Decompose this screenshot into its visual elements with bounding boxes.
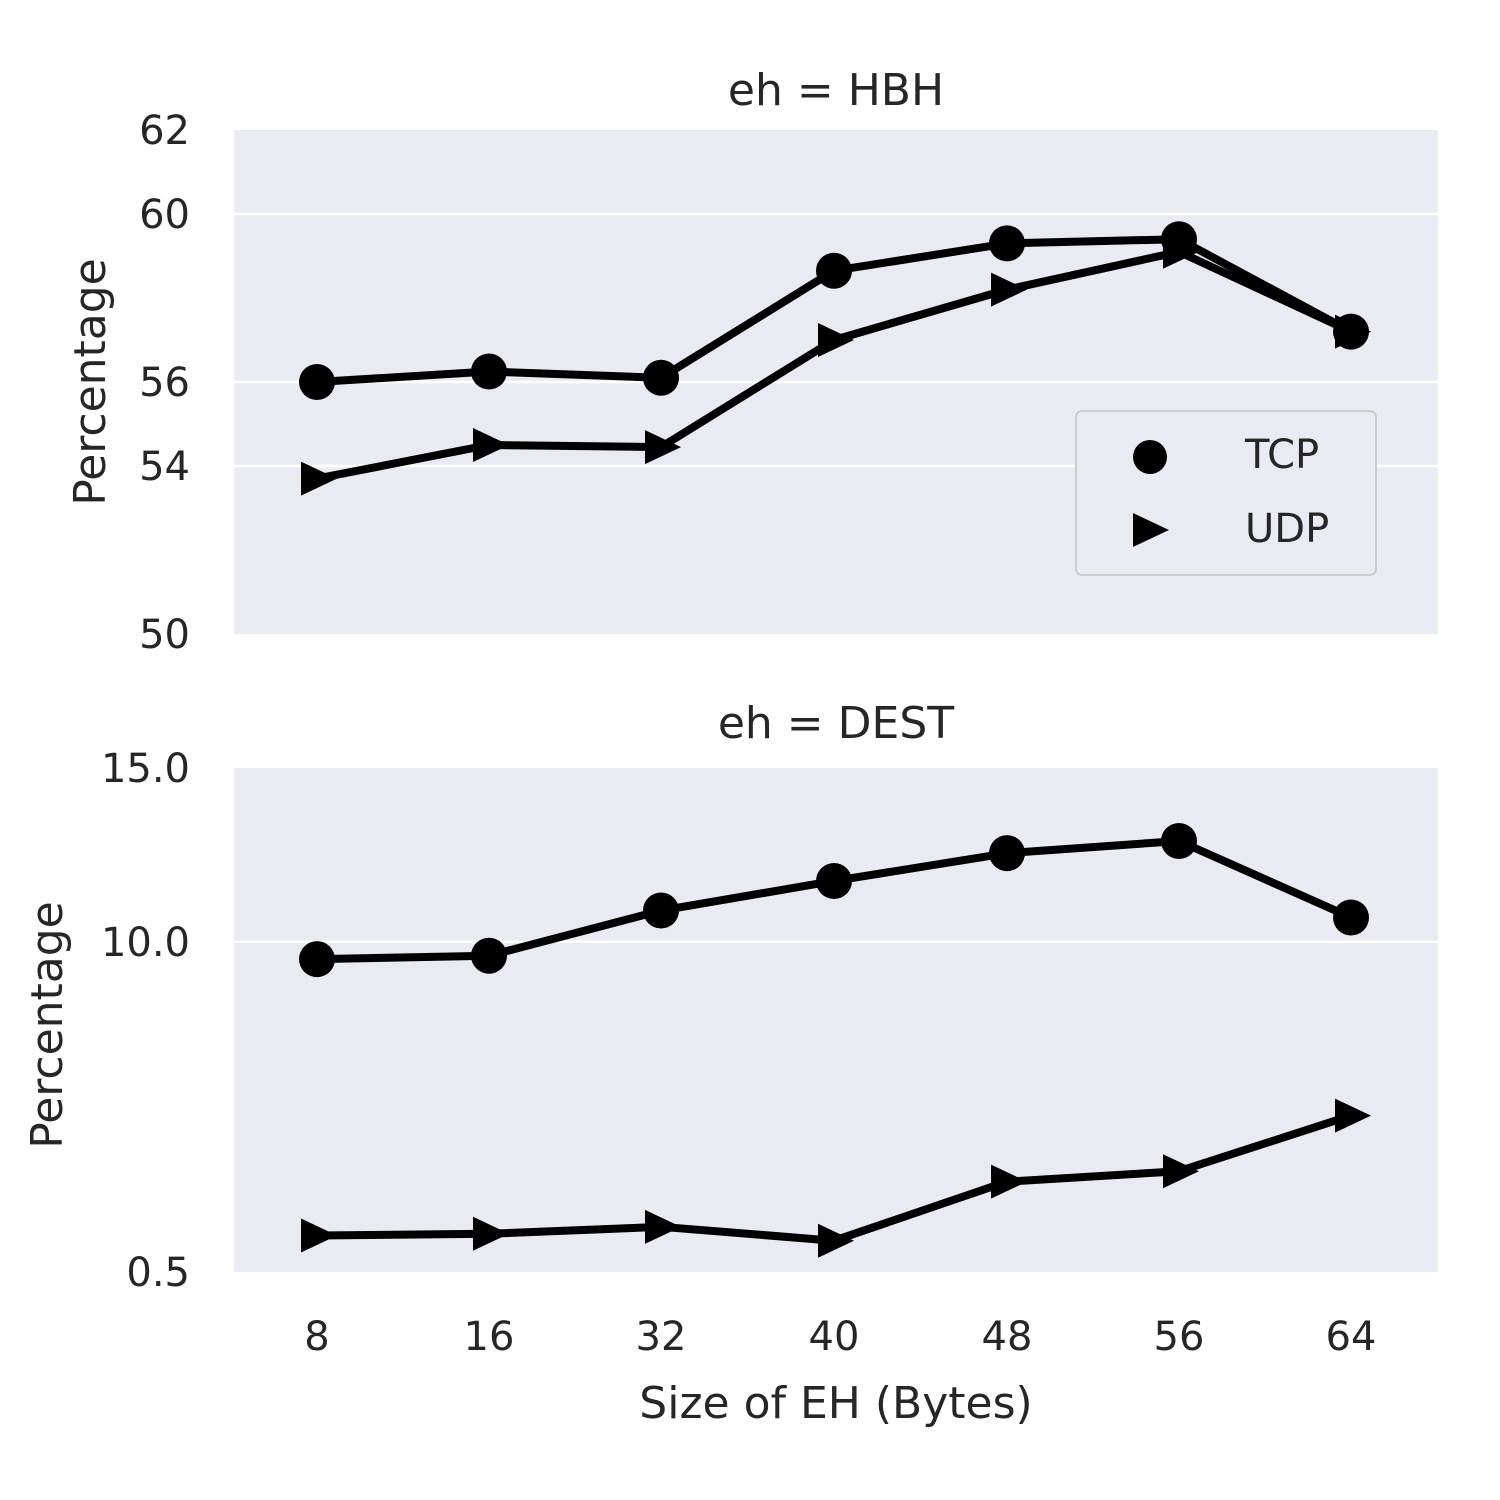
series-layer <box>299 221 1371 496</box>
x-tick-label: 40 <box>809 1314 860 1360</box>
panel-title: eh = HBH <box>728 65 944 116</box>
panel-hbh: 62 60 56 54 50 eh = HBH Percentage TCP UDP <box>65 65 1438 658</box>
data-point-udp <box>1335 314 1371 349</box>
data-point-tcp <box>989 835 1025 872</box>
panel-title: eh = DEST <box>718 698 954 749</box>
x-tick-label: 48 <box>982 1314 1033 1360</box>
y-tick-label: 0.5 <box>126 1250 190 1296</box>
data-point-udp <box>818 1223 854 1258</box>
y-tick-labels: 62 60 56 54 50 <box>139 108 190 658</box>
data-point-tcp <box>989 225 1025 262</box>
data-point-udp <box>473 1216 509 1251</box>
x-tick-label: 56 <box>1154 1314 1205 1360</box>
plot-area-background <box>234 768 1438 1272</box>
x-tick-label: 64 <box>1326 1314 1377 1360</box>
x-tick-label: 32 <box>636 1314 687 1360</box>
data-point-udp <box>991 272 1027 307</box>
data-point-udp <box>1335 1098 1371 1133</box>
y-axis-label: Percentage <box>65 258 116 506</box>
legend: TCP UDP <box>1075 410 1377 576</box>
data-point-udp <box>473 428 509 462</box>
x-tick-labels: 8 16 32 40 48 56 64 <box>304 1314 1376 1360</box>
x-tick-label: 8 <box>304 1314 329 1360</box>
data-point-udp <box>818 323 854 357</box>
y-tick-label: 54 <box>139 444 190 490</box>
data-point-udp <box>301 461 337 496</box>
data-point-tcp <box>471 353 507 390</box>
legend-label-udp: UDP <box>1245 506 1329 552</box>
data-point-tcp <box>1161 822 1197 859</box>
data-point-udp <box>1163 1154 1199 1189</box>
x-axis-label: Size of EH (Bytes) <box>639 1378 1032 1429</box>
data-point-udp <box>991 1164 1027 1199</box>
panel-dest: 15.0 10.0 0.5 8 16 32 40 48 56 64 eh = DEST Perc… <box>22 698 1438 1429</box>
x-tick-label: 16 <box>464 1314 515 1360</box>
data-point-tcp <box>471 937 507 974</box>
y-tick-label: 10.0 <box>101 920 190 966</box>
data-point-tcp <box>1333 899 1369 936</box>
data-point-tcp <box>643 892 679 929</box>
data-point-tcp <box>643 359 679 396</box>
data-point-tcp <box>299 364 335 400</box>
y-tick-label: 50 <box>139 612 190 658</box>
data-point-udp <box>301 1218 337 1253</box>
legend-marker-tcp <box>1133 440 1167 474</box>
y-tick-label: 60 <box>139 192 190 238</box>
y-tick-label: 62 <box>139 108 190 154</box>
data-point-udp <box>645 430 681 465</box>
y-tick-label: 15.0 <box>101 746 190 792</box>
y-tick-labels: 15.0 10.0 0.5 <box>101 746 190 1296</box>
data-point-tcp <box>816 862 852 899</box>
data-point-tcp <box>816 252 852 289</box>
series-layer <box>299 822 1371 1258</box>
data-point-tcp <box>299 941 335 978</box>
legend-frame <box>1075 410 1377 576</box>
data-point-udp <box>1163 234 1199 269</box>
y-axis-label: Percentage <box>22 901 73 1149</box>
data-point-udp <box>645 1209 681 1244</box>
legend-marker-udp <box>1133 513 1169 547</box>
legend-label-tcp: TCP <box>1244 432 1319 478</box>
y-tick-label: 56 <box>139 360 190 406</box>
